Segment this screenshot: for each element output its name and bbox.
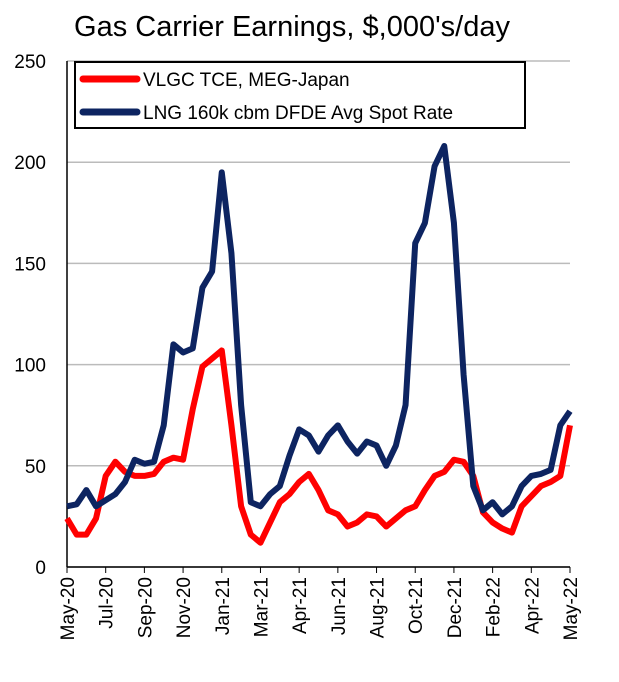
- legend-label: LNG 160k cbm DFDE Avg Spot Rate: [143, 103, 453, 124]
- legend-box: [74, 61, 526, 129]
- chart-title: Gas Carrier Earnings, $,000's/day: [74, 11, 510, 43]
- series-line: [66, 143, 573, 518]
- x-tick-label: Aug-21: [368, 577, 389, 638]
- y-tick-label: 150: [14, 254, 46, 275]
- y-tick-label: 200: [14, 153, 46, 174]
- x-tick-label: Dec-21: [445, 577, 466, 638]
- series-line: [64, 347, 573, 546]
- legend-label: VLGC TCE, MEG-Japan: [143, 70, 350, 91]
- x-tick-label: Oct-21: [406, 577, 427, 634]
- y-tick-label: 50: [25, 457, 46, 478]
- x-tick-label: May-20: [58, 577, 79, 640]
- y-tick-label: 0: [35, 558, 46, 579]
- x-tick-label: Apr-21: [290, 577, 311, 634]
- y-tick-label: 250: [14, 52, 46, 73]
- x-tick-label: Jun-21: [329, 577, 350, 635]
- x-tick-label: Jan-21: [213, 577, 234, 635]
- x-tick-label: Nov-20: [174, 577, 195, 638]
- x-tick-label: May-22: [561, 577, 582, 640]
- x-tick-label: Apr-22: [522, 577, 543, 634]
- x-tick-label: Jul-20: [97, 577, 118, 629]
- x-tick-label: Mar-21: [251, 577, 272, 637]
- x-tick-label: Sep-20: [135, 577, 156, 638]
- y-tick-label: 100: [14, 356, 46, 377]
- x-tick-label: Feb-22: [484, 577, 505, 637]
